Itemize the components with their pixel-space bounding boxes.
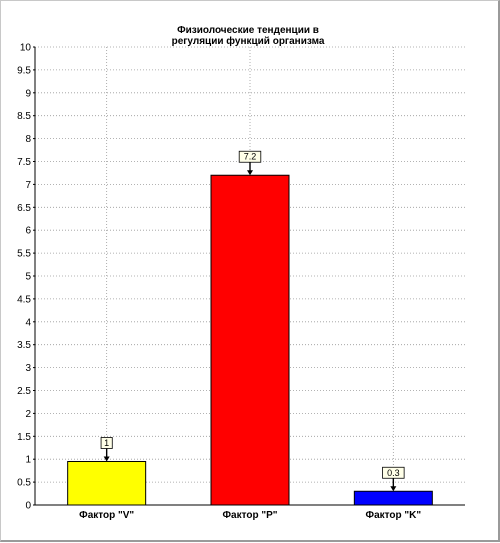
bar xyxy=(210,174,290,506)
chart-title-line-1: Физиолоческие тенденции в xyxy=(177,25,319,36)
y-tick-label: 7.5 xyxy=(17,157,31,168)
data-label-box xyxy=(382,466,405,479)
y-tick-label: 6.5 xyxy=(17,203,31,214)
chart-title-line-2: регуляции функций организма xyxy=(172,35,325,47)
axis-layer: 0 0.5 1 1.5 2 2.5 3 3.5 4 4.5 5 5.5 6 6.5 7 7.5 8 8.5 9 9.5… xyxy=(17,43,465,521)
labels-layer: 1 7.2 0.3 xyxy=(100,150,405,492)
bar xyxy=(353,490,433,506)
y-tick-label: 2 xyxy=(25,409,31,420)
data-label-box xyxy=(100,437,113,449)
y-tick-label: 4 xyxy=(25,317,31,328)
y-tick-label: 1 xyxy=(25,455,31,466)
y-tick-label: 1.5 xyxy=(17,432,31,443)
data-label: 1 xyxy=(104,438,109,448)
y-tick-label: 8.5 xyxy=(17,111,31,122)
x-category-label: Фактор "V" xyxy=(79,510,134,521)
y-tick-label: 0.5 xyxy=(17,478,31,489)
y-tick-label: 4.5 xyxy=(17,294,31,305)
x-category-label: Фактор "K" xyxy=(366,510,422,521)
data-label-box xyxy=(238,150,262,163)
data-label-arrowhead xyxy=(103,456,110,462)
data-label-arrowhead xyxy=(247,170,253,176)
y-tick-label: 0 xyxy=(25,501,31,512)
data-label: 7.2 xyxy=(244,152,257,162)
y-tick-label: 8 xyxy=(25,134,31,145)
y-tick-label: 2.5 xyxy=(17,386,31,397)
y-tick-label: 3 xyxy=(25,363,31,374)
bars-layer xyxy=(67,174,433,506)
x-category-label: Фактор "P" xyxy=(222,510,277,521)
y-tick-label: 6 xyxy=(25,226,31,237)
data-label: 0.3 xyxy=(387,468,400,478)
bar xyxy=(67,460,147,506)
y-tick-label: 7 xyxy=(25,180,31,191)
y-tick-label: 3.5 xyxy=(17,340,31,351)
y-tick-label: 9 xyxy=(25,88,31,99)
y-tick-label: 9.5 xyxy=(17,65,31,76)
data-label-arrowhead xyxy=(390,486,397,492)
y-tick-label: 5 xyxy=(25,272,31,283)
y-tick-label: 10 xyxy=(20,43,32,54)
y-tick-label: 5.5 xyxy=(17,249,31,260)
